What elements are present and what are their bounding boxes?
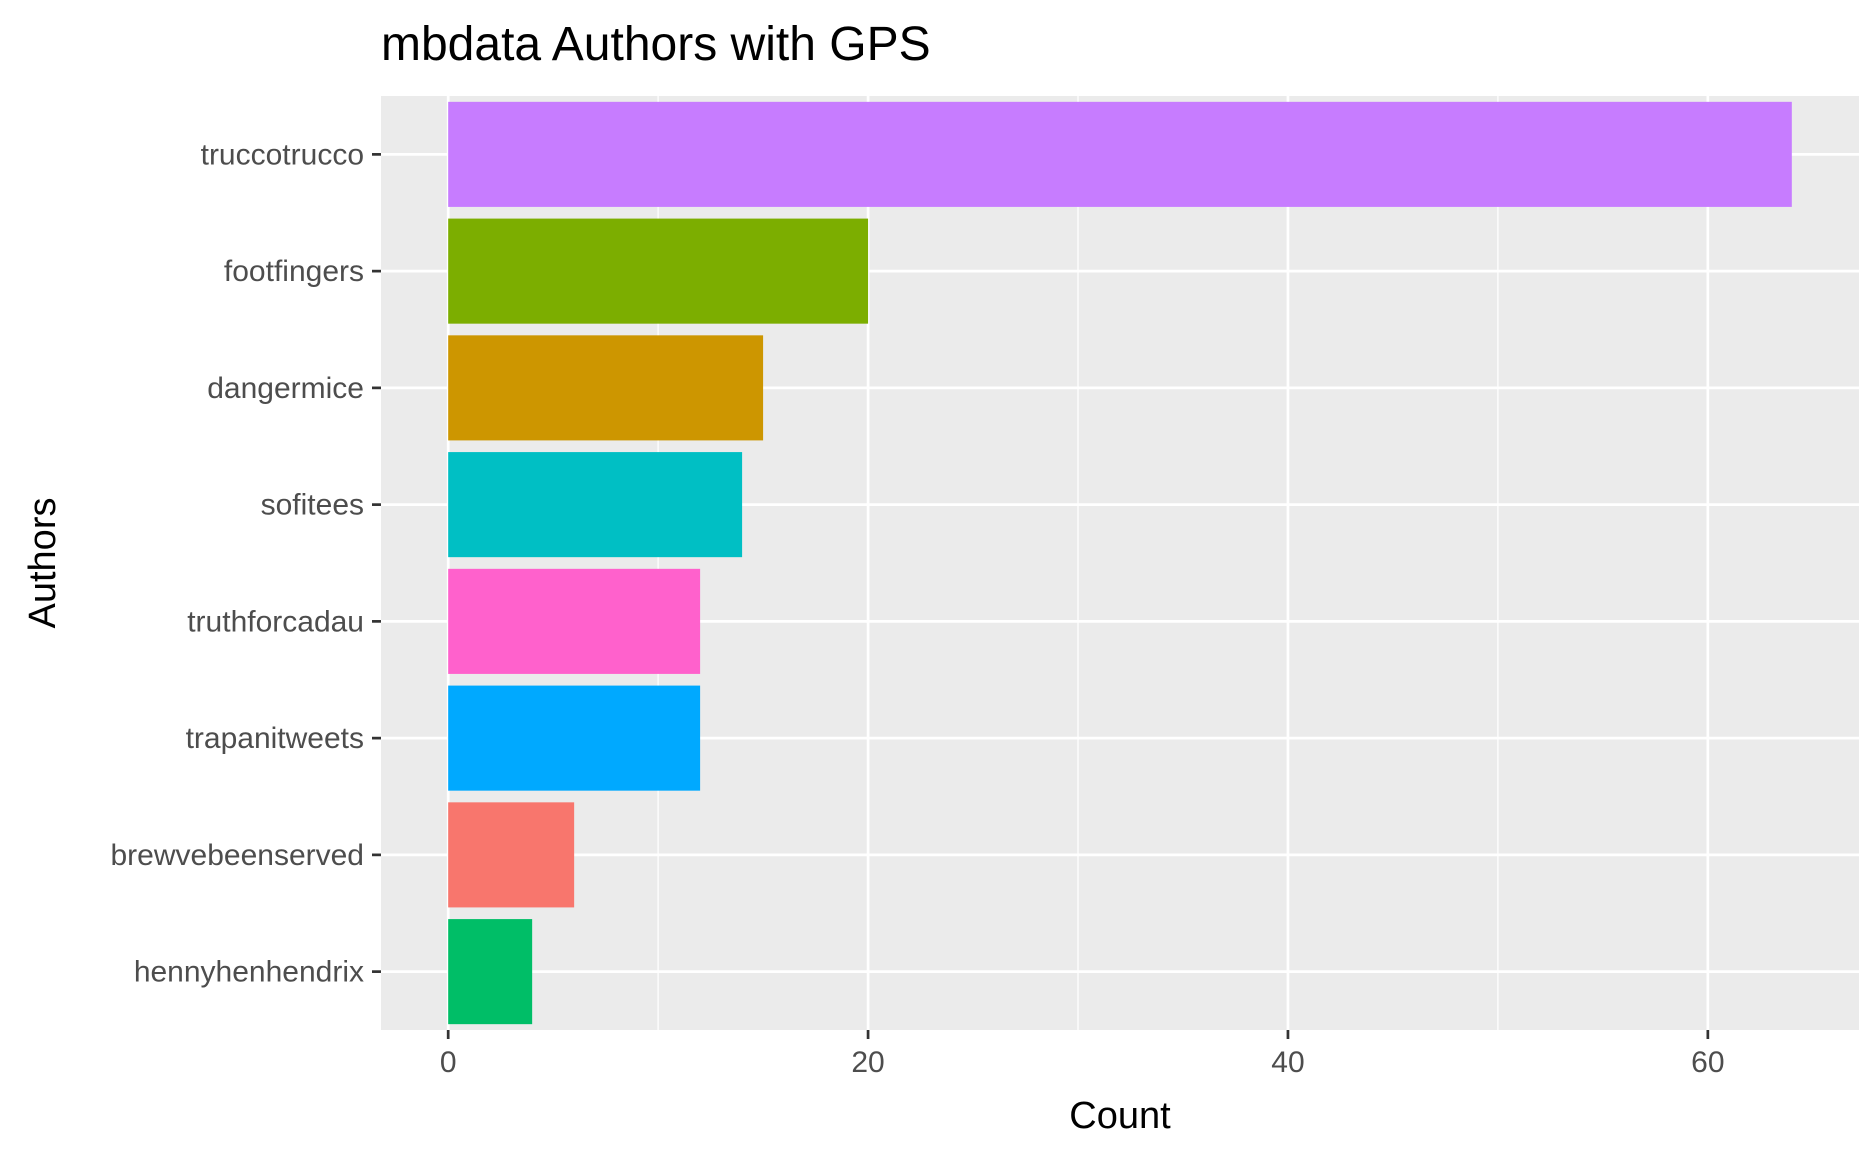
bar-footfingers	[448, 218, 869, 324]
y-tick-label: footfingers	[224, 255, 364, 288]
x-tick-label: 60	[1691, 1046, 1724, 1079]
bar-sofitees	[448, 452, 743, 558]
y-tick-label: dangermice	[207, 372, 364, 405]
x-tick-label: 20	[851, 1046, 884, 1079]
y-tick-label: hennyhenhendrix	[134, 956, 364, 989]
y-tick-label: brewvebeenserved	[111, 839, 365, 872]
bar-trapanitweets	[448, 685, 701, 791]
x-axis-title: Count	[1069, 1095, 1171, 1137]
y-axis: truccotrucco footfingers dangermice sofitee…	[111, 138, 381, 989]
y-tick-label: trapanitweets	[186, 722, 364, 755]
x-tick-label: 40	[1271, 1046, 1304, 1079]
bar-hennyhenhendrix	[448, 919, 533, 1025]
x-tick-label: 0	[440, 1046, 457, 1079]
y-tick-label: truthforcadau	[187, 605, 364, 638]
bar-brewvebeenserved	[448, 802, 575, 908]
bar-dangermice	[448, 335, 764, 441]
bar-truccotrucco	[448, 101, 1792, 207]
y-axis-title: Authors	[22, 498, 64, 629]
bars	[448, 101, 1792, 1025]
chart-title: mbdata Authors with GPS	[381, 18, 931, 71]
y-tick-label: truccotrucco	[201, 138, 364, 171]
bar-truthforcadau	[448, 568, 701, 674]
y-tick-label: sofitees	[261, 489, 364, 522]
x-axis: 0 20 40 60	[440, 1030, 1725, 1079]
